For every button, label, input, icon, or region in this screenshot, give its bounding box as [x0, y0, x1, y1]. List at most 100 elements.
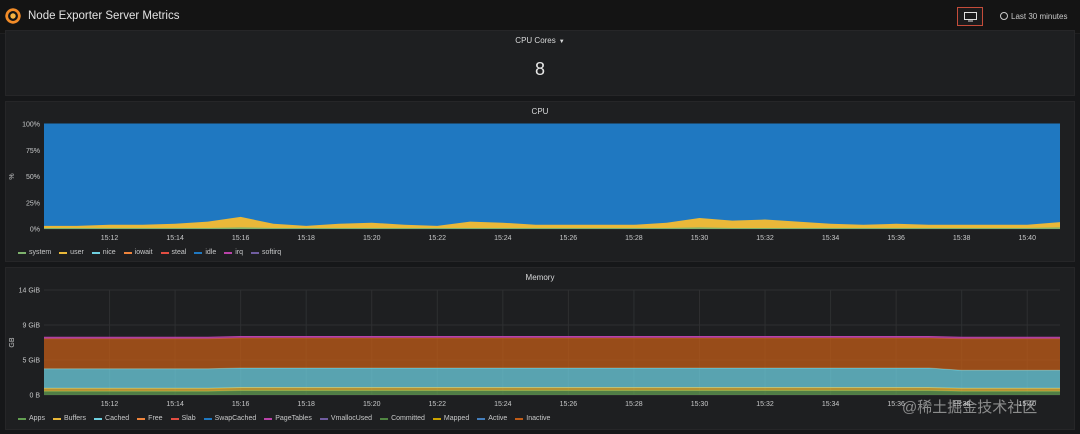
legend-label: nice [102, 249, 116, 256]
legend-swatch [477, 417, 486, 420]
tv-mode-button[interactable] [957, 7, 983, 26]
legend-swatch [137, 417, 146, 420]
x-tick-label: 15:16 [232, 401, 250, 408]
x-tick-label: 15:24 [494, 235, 512, 242]
x-tick-label: 15:26 [560, 401, 578, 408]
x-tick-label: 15:38 [953, 401, 971, 408]
x-tick-label: 15:22 [429, 401, 447, 408]
legend-label: VmallocUsed [330, 415, 373, 422]
y-tick-label: 5 GiB [22, 358, 40, 365]
legend-swatch [380, 417, 389, 420]
cpu-legend: system user nice iowait steal idle irq softirq [18, 249, 281, 256]
x-tick-label: 15:18 [297, 235, 315, 242]
memory-panel-title[interactable]: Memory [525, 273, 555, 282]
dashboard-title[interactable]: Node Exporter Server Metrics [28, 10, 180, 22]
legend-label: Inactive [526, 415, 551, 422]
memory-legend-item-pagetables[interactable]: PageTables [264, 415, 312, 422]
memory-panel: Memory 0 B 5 GiB 9 GiB 14 GiB GB 15:12 15:14 15… [5, 267, 1075, 430]
cpu-legend-item-nice[interactable]: nice [91, 249, 116, 256]
y-axis-label: % [9, 173, 16, 179]
x-tick-label: 15:30 [691, 401, 709, 408]
legend-label: user [70, 249, 84, 256]
cpu-legend-item-steal[interactable]: steal [160, 249, 186, 256]
x-tick-label: 15:24 [494, 401, 512, 408]
y-tick-label: 0 B [29, 393, 40, 400]
legend-label: irq [235, 249, 244, 256]
legend-label: iowait [134, 249, 153, 256]
x-tick-label: 15:16 [232, 235, 250, 242]
x-tick-label: 15:34 [822, 401, 840, 408]
cpu-cores-panel: CPU Cores ▼ 8 [5, 30, 1075, 96]
x-tick-label: 15:40 [1018, 235, 1036, 242]
legend-swatch [170, 417, 179, 420]
caret-down-icon: ▼ [558, 39, 565, 45]
x-tick-label: 15:32 [756, 235, 774, 242]
memory-series-pagetables [44, 336, 1060, 339]
watermark: @稀土掘金技术社区 [902, 399, 1038, 416]
memory-chart[interactable]: 0 B 5 GiB 9 GiB 14 GiB GB 15:12 15:14 15:16 15:1… [6, 268, 1076, 413]
memory-legend-item-buffers[interactable]: Buffers [52, 415, 86, 422]
legend-label: Mapped [443, 415, 470, 422]
legend-swatch [160, 251, 169, 254]
x-tick-label: 15:18 [297, 401, 315, 408]
cpu-chart[interactable]: 0% 25% 50% 75% 100%% 15:12 15:14 15:16 15:18 15:2… [6, 102, 1076, 242]
legend-swatch [94, 417, 103, 420]
x-tick-label: 15:12 [101, 235, 119, 242]
memory-legend-item-mapped[interactable]: Mapped [432, 415, 470, 422]
legend-label: idle [205, 249, 217, 256]
time-range-label: Last 30 minutes [1011, 12, 1068, 21]
memory-series-inactive [44, 338, 1060, 371]
legend-swatch [18, 417, 26, 420]
y-tick-label: 75% [26, 148, 40, 155]
grafana-logo-icon[interactable] [4, 7, 22, 25]
legend-swatch [91, 251, 100, 254]
legend-label: Apps [29, 415, 45, 422]
cpu-legend-item-softirq[interactable]: softirq [251, 249, 281, 256]
memory-legend-item-active[interactable]: Active [477, 415, 507, 422]
cpu-legend-item-irq[interactable]: irq [224, 249, 243, 256]
x-tick-label: 15:28 [625, 235, 643, 242]
legend-swatch [123, 251, 132, 254]
legend-label: Cached [105, 415, 130, 422]
legend-swatch [432, 417, 441, 420]
y-tick-label: 25% [26, 200, 40, 207]
y-tick-label: 100% [22, 122, 40, 129]
memory-series-buffers [44, 387, 1060, 392]
x-tick-label: 15:32 [756, 401, 774, 408]
x-tick-label: 15:14 [166, 401, 184, 408]
x-tick-label: 15:12 [101, 401, 119, 408]
memory-legend-item-cached[interactable]: Cached [94, 415, 129, 422]
time-range-picker[interactable]: Last 30 minutes [1000, 12, 1067, 21]
cpu-panel: CPU 0% 25% 50% 75% 100%% 15:12 15:14 15:16 15:18… [5, 101, 1075, 262]
memory-legend-item-inactive[interactable]: Inactive [515, 415, 550, 422]
legend-label: system [29, 249, 52, 256]
x-tick-label: 15:28 [625, 401, 643, 408]
legend-label: Active [488, 415, 508, 422]
legend-swatch [52, 417, 61, 420]
legend-swatch [264, 417, 273, 420]
cpu-panel-title[interactable]: CPU [531, 107, 549, 116]
cpu-legend-item-iowait[interactable]: iowait [123, 249, 153, 256]
stat-panel-title[interactable]: CPU Cores ▼ [6, 36, 1074, 45]
memory-series-cached [44, 368, 1060, 389]
legend-swatch [319, 417, 328, 420]
memory-legend-item-vmallocused[interactable]: VmallocUsed [319, 415, 373, 422]
x-tick-label: 15:38 [953, 235, 971, 242]
legend-swatch [59, 251, 68, 254]
legend-label: softirq [262, 249, 282, 256]
x-tick-label: 15:14 [166, 235, 184, 242]
memory-legend-item-free[interactable]: Free [137, 415, 163, 422]
memory-legend-item-apps[interactable]: Apps [18, 415, 45, 422]
memory-legend-item-swapcached[interactable]: SwapCached [203, 415, 256, 422]
memory-legend: Apps Buffers Cached Free Slab SwapCached PageT… [18, 415, 550, 422]
cpu-legend-item-idle[interactable]: idle [194, 249, 216, 256]
legend-label: Committed [391, 415, 425, 422]
memory-legend-item-slab[interactable]: Slab [170, 415, 196, 422]
memory-series-group [44, 336, 1060, 395]
memory-legend-item-committed[interactable]: Committed [380, 415, 425, 422]
cpu-legend-item-user[interactable]: user [59, 249, 84, 256]
legend-swatch [224, 251, 233, 254]
x-tick-label: 15:30 [691, 235, 709, 242]
y-tick-label: 14 GiB [19, 288, 41, 295]
cpu-legend-item-system[interactable]: system [18, 249, 51, 256]
